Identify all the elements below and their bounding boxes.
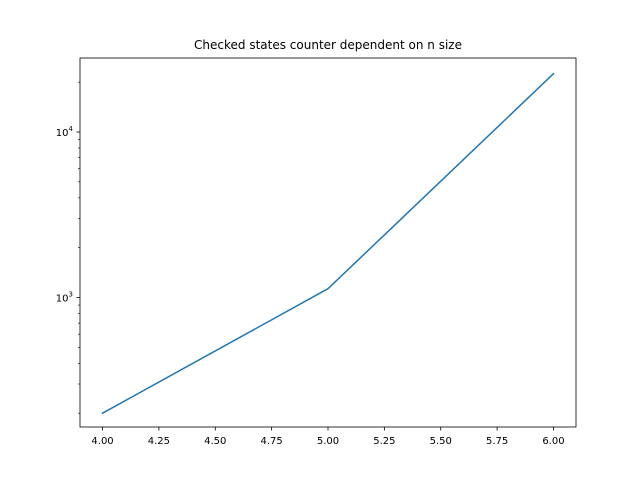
x-tick-label: 4.75 — [261, 436, 283, 447]
x-tick-label: 5.50 — [430, 436, 452, 447]
x-tick-label: 4.25 — [148, 436, 170, 447]
x-tick-label: 5.00 — [317, 436, 339, 447]
x-tick-label: 4.50 — [204, 436, 226, 447]
x-tick-label: 6.00 — [542, 436, 564, 447]
y-tick-label: 104 — [56, 125, 74, 139]
x-tick-label: 5.75 — [486, 436, 508, 447]
plot-area: 4.00 4.25 4.50 4.75 5.00 5.25 5.50 5.75 6.00 103 1… — [56, 57, 577, 447]
x-tick-label: 4.00 — [91, 436, 113, 447]
y-tick-label: 103 — [56, 290, 73, 304]
x-tick-label: 5.25 — [373, 436, 395, 447]
chart-title: Checked states counter dependent on n si… — [194, 38, 462, 52]
series-line-0 — [101, 72, 555, 415]
